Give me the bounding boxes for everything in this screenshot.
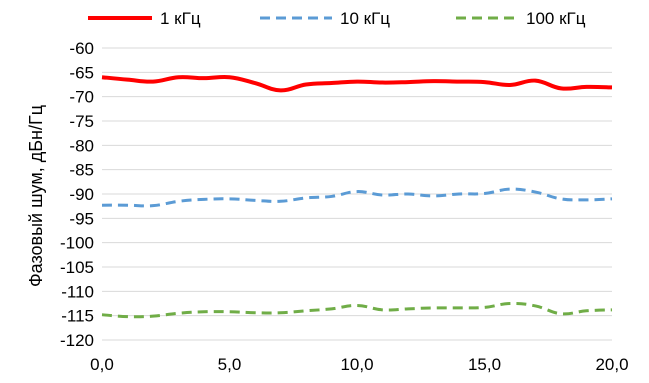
legend-label-2: 10 кГц: [340, 9, 390, 28]
y-tick-label: -90: [69, 185, 94, 204]
y-axis: -60 -65 -70 -75 -80 -85 -90 -95 -100 -105 -110 -115…: [60, 39, 94, 350]
y-tick-label: -85: [69, 161, 94, 180]
y-tick-label: -110: [61, 282, 94, 301]
x-tick-label: 0,0: [90, 355, 114, 374]
y-tick-label: -95: [69, 209, 94, 228]
y-tick-label: -70: [69, 88, 94, 107]
x-tick-label: 5,0: [218, 355, 242, 374]
y-tick-label: -75: [69, 112, 94, 131]
gridlines: [102, 48, 612, 316]
x-tick-label: 10,0: [340, 355, 373, 374]
series-line-3: [102, 303, 612, 316]
series-line-1: [102, 77, 612, 90]
series-layer: [102, 77, 612, 317]
y-tick-label: -120: [60, 331, 94, 350]
y-tick-label: -65: [69, 63, 94, 82]
y-tick-label: -100: [60, 234, 94, 253]
x-axis: 0,0 5,0 10,0 15,0 20,0: [90, 355, 628, 374]
y-tick-label: -115: [61, 307, 94, 326]
x-tick-label: 15,0: [468, 355, 501, 374]
y-tick-label: -60: [69, 39, 94, 58]
legend-label-1: 1 кГц: [160, 9, 201, 28]
y-axis-title: Фазовый шум, дБн/Гц: [26, 105, 46, 287]
x-tick-label: 20,0: [595, 355, 628, 374]
y-tick-label: -80: [69, 136, 94, 155]
y-tick-label: -105: [60, 258, 94, 277]
legend: 1 кГц 10 кГц 100 кГц: [88, 9, 586, 28]
legend-label-3: 100 кГц: [526, 9, 586, 28]
series-line-2: [102, 189, 612, 206]
